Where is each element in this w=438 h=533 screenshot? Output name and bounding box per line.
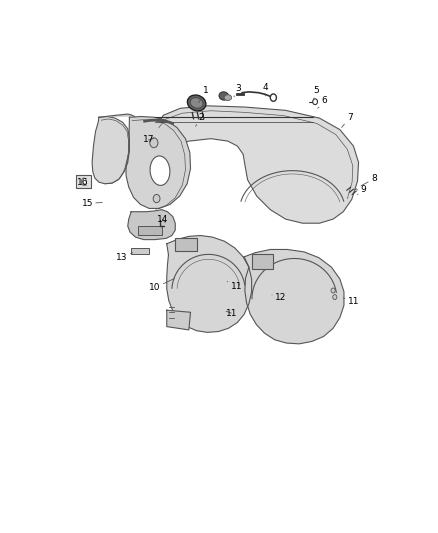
Text: 11: 11 (343, 297, 359, 306)
Polygon shape (304, 117, 309, 122)
Polygon shape (192, 117, 198, 122)
Bar (138, 225, 162, 235)
Text: 9: 9 (357, 185, 367, 195)
Text: 4: 4 (262, 83, 268, 96)
Polygon shape (206, 117, 212, 122)
Circle shape (153, 195, 160, 203)
Text: 3: 3 (234, 84, 241, 97)
Text: 16: 16 (77, 179, 88, 188)
Text: 10: 10 (149, 279, 174, 292)
Text: 6: 6 (318, 96, 328, 108)
Polygon shape (299, 117, 304, 122)
Ellipse shape (219, 92, 229, 100)
Ellipse shape (187, 95, 206, 111)
FancyBboxPatch shape (77, 175, 92, 188)
Polygon shape (345, 182, 359, 190)
Circle shape (270, 94, 276, 101)
Text: 17: 17 (143, 135, 154, 144)
Polygon shape (99, 114, 134, 117)
Polygon shape (215, 117, 221, 122)
Text: 11: 11 (227, 281, 242, 291)
Polygon shape (276, 117, 281, 122)
Polygon shape (167, 310, 191, 330)
Text: 11: 11 (226, 309, 237, 318)
Ellipse shape (224, 95, 232, 101)
Bar (252, 254, 273, 269)
Bar (175, 238, 197, 251)
Polygon shape (167, 236, 251, 333)
Polygon shape (225, 117, 230, 122)
Polygon shape (173, 117, 179, 122)
Polygon shape (155, 106, 359, 223)
Polygon shape (238, 117, 244, 122)
Text: 14: 14 (157, 215, 168, 224)
Polygon shape (201, 117, 207, 122)
Polygon shape (155, 117, 160, 122)
Polygon shape (234, 117, 239, 122)
Text: 1: 1 (199, 86, 208, 103)
Polygon shape (126, 117, 191, 208)
Text: 13: 13 (116, 253, 133, 262)
Text: 8: 8 (361, 174, 377, 186)
Polygon shape (229, 117, 235, 122)
Polygon shape (248, 117, 253, 122)
Circle shape (331, 288, 335, 293)
Polygon shape (266, 117, 272, 122)
Polygon shape (159, 117, 165, 122)
Text: 7: 7 (342, 113, 353, 127)
Ellipse shape (81, 178, 86, 185)
Polygon shape (257, 117, 262, 122)
Polygon shape (197, 117, 202, 122)
Polygon shape (285, 117, 290, 122)
Polygon shape (164, 117, 170, 122)
Ellipse shape (150, 156, 170, 185)
Polygon shape (178, 117, 184, 122)
Polygon shape (211, 117, 216, 122)
Polygon shape (243, 117, 248, 122)
Circle shape (333, 295, 337, 300)
Polygon shape (308, 117, 314, 122)
Text: 15: 15 (81, 199, 102, 208)
Text: 5: 5 (313, 86, 319, 100)
Polygon shape (169, 117, 174, 122)
Polygon shape (271, 117, 276, 122)
Polygon shape (187, 117, 193, 122)
Polygon shape (252, 117, 258, 122)
Polygon shape (220, 117, 225, 122)
Polygon shape (294, 117, 300, 122)
Polygon shape (128, 209, 175, 240)
Text: 2: 2 (196, 113, 204, 126)
Text: 12: 12 (272, 293, 286, 302)
Circle shape (313, 99, 318, 104)
Polygon shape (244, 249, 344, 344)
Bar (131, 248, 149, 254)
Circle shape (150, 138, 158, 148)
Polygon shape (261, 117, 267, 122)
Polygon shape (280, 117, 286, 122)
Polygon shape (290, 117, 295, 122)
Polygon shape (183, 117, 188, 122)
Ellipse shape (190, 98, 203, 108)
Polygon shape (92, 117, 130, 184)
